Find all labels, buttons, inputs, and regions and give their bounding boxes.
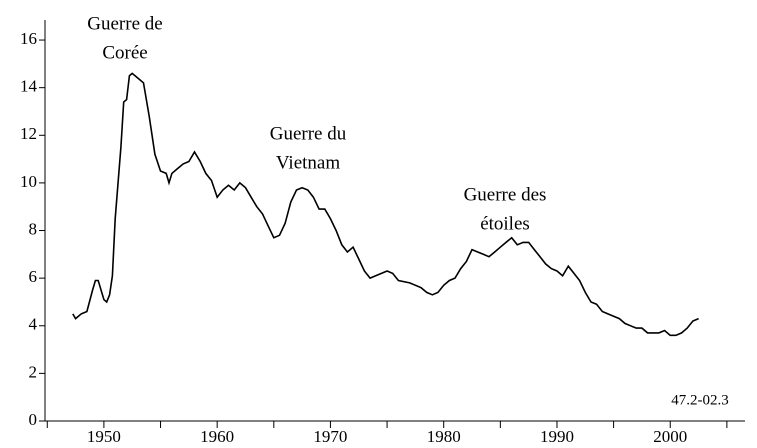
y-tick-label: 6 — [29, 267, 38, 286]
x-tick-label: 1970 — [313, 427, 347, 446]
y-tick-label: 14 — [20, 77, 38, 96]
annotation: Guerre du — [270, 123, 347, 144]
y-tick-label: 0 — [29, 410, 38, 429]
annotation: Guerre de — [87, 13, 162, 34]
y-tick-label: 10 — [20, 172, 37, 191]
annotation: Vietnam — [276, 152, 341, 173]
annotation: Corée — [102, 42, 147, 63]
data-line — [72, 72, 699, 337]
y-tick-label: 8 — [29, 219, 38, 238]
x-tick-label: 2000 — [653, 427, 687, 446]
y-tick-label: 12 — [20, 124, 37, 143]
annotation: étoiles — [480, 213, 530, 234]
y-tick-label: 4 — [29, 315, 38, 334]
x-tick-label: 1950 — [87, 427, 121, 446]
y-tick-label: 2 — [29, 362, 38, 381]
y-tick-label: 16 — [20, 29, 37, 48]
x-tick-label: 1990 — [540, 427, 574, 446]
annotation: Guerre des — [464, 184, 547, 205]
annotation: 47.2-02.3 — [671, 392, 729, 408]
x-tick-label: 1980 — [427, 427, 461, 446]
x-tick-label: 1960 — [200, 427, 234, 446]
